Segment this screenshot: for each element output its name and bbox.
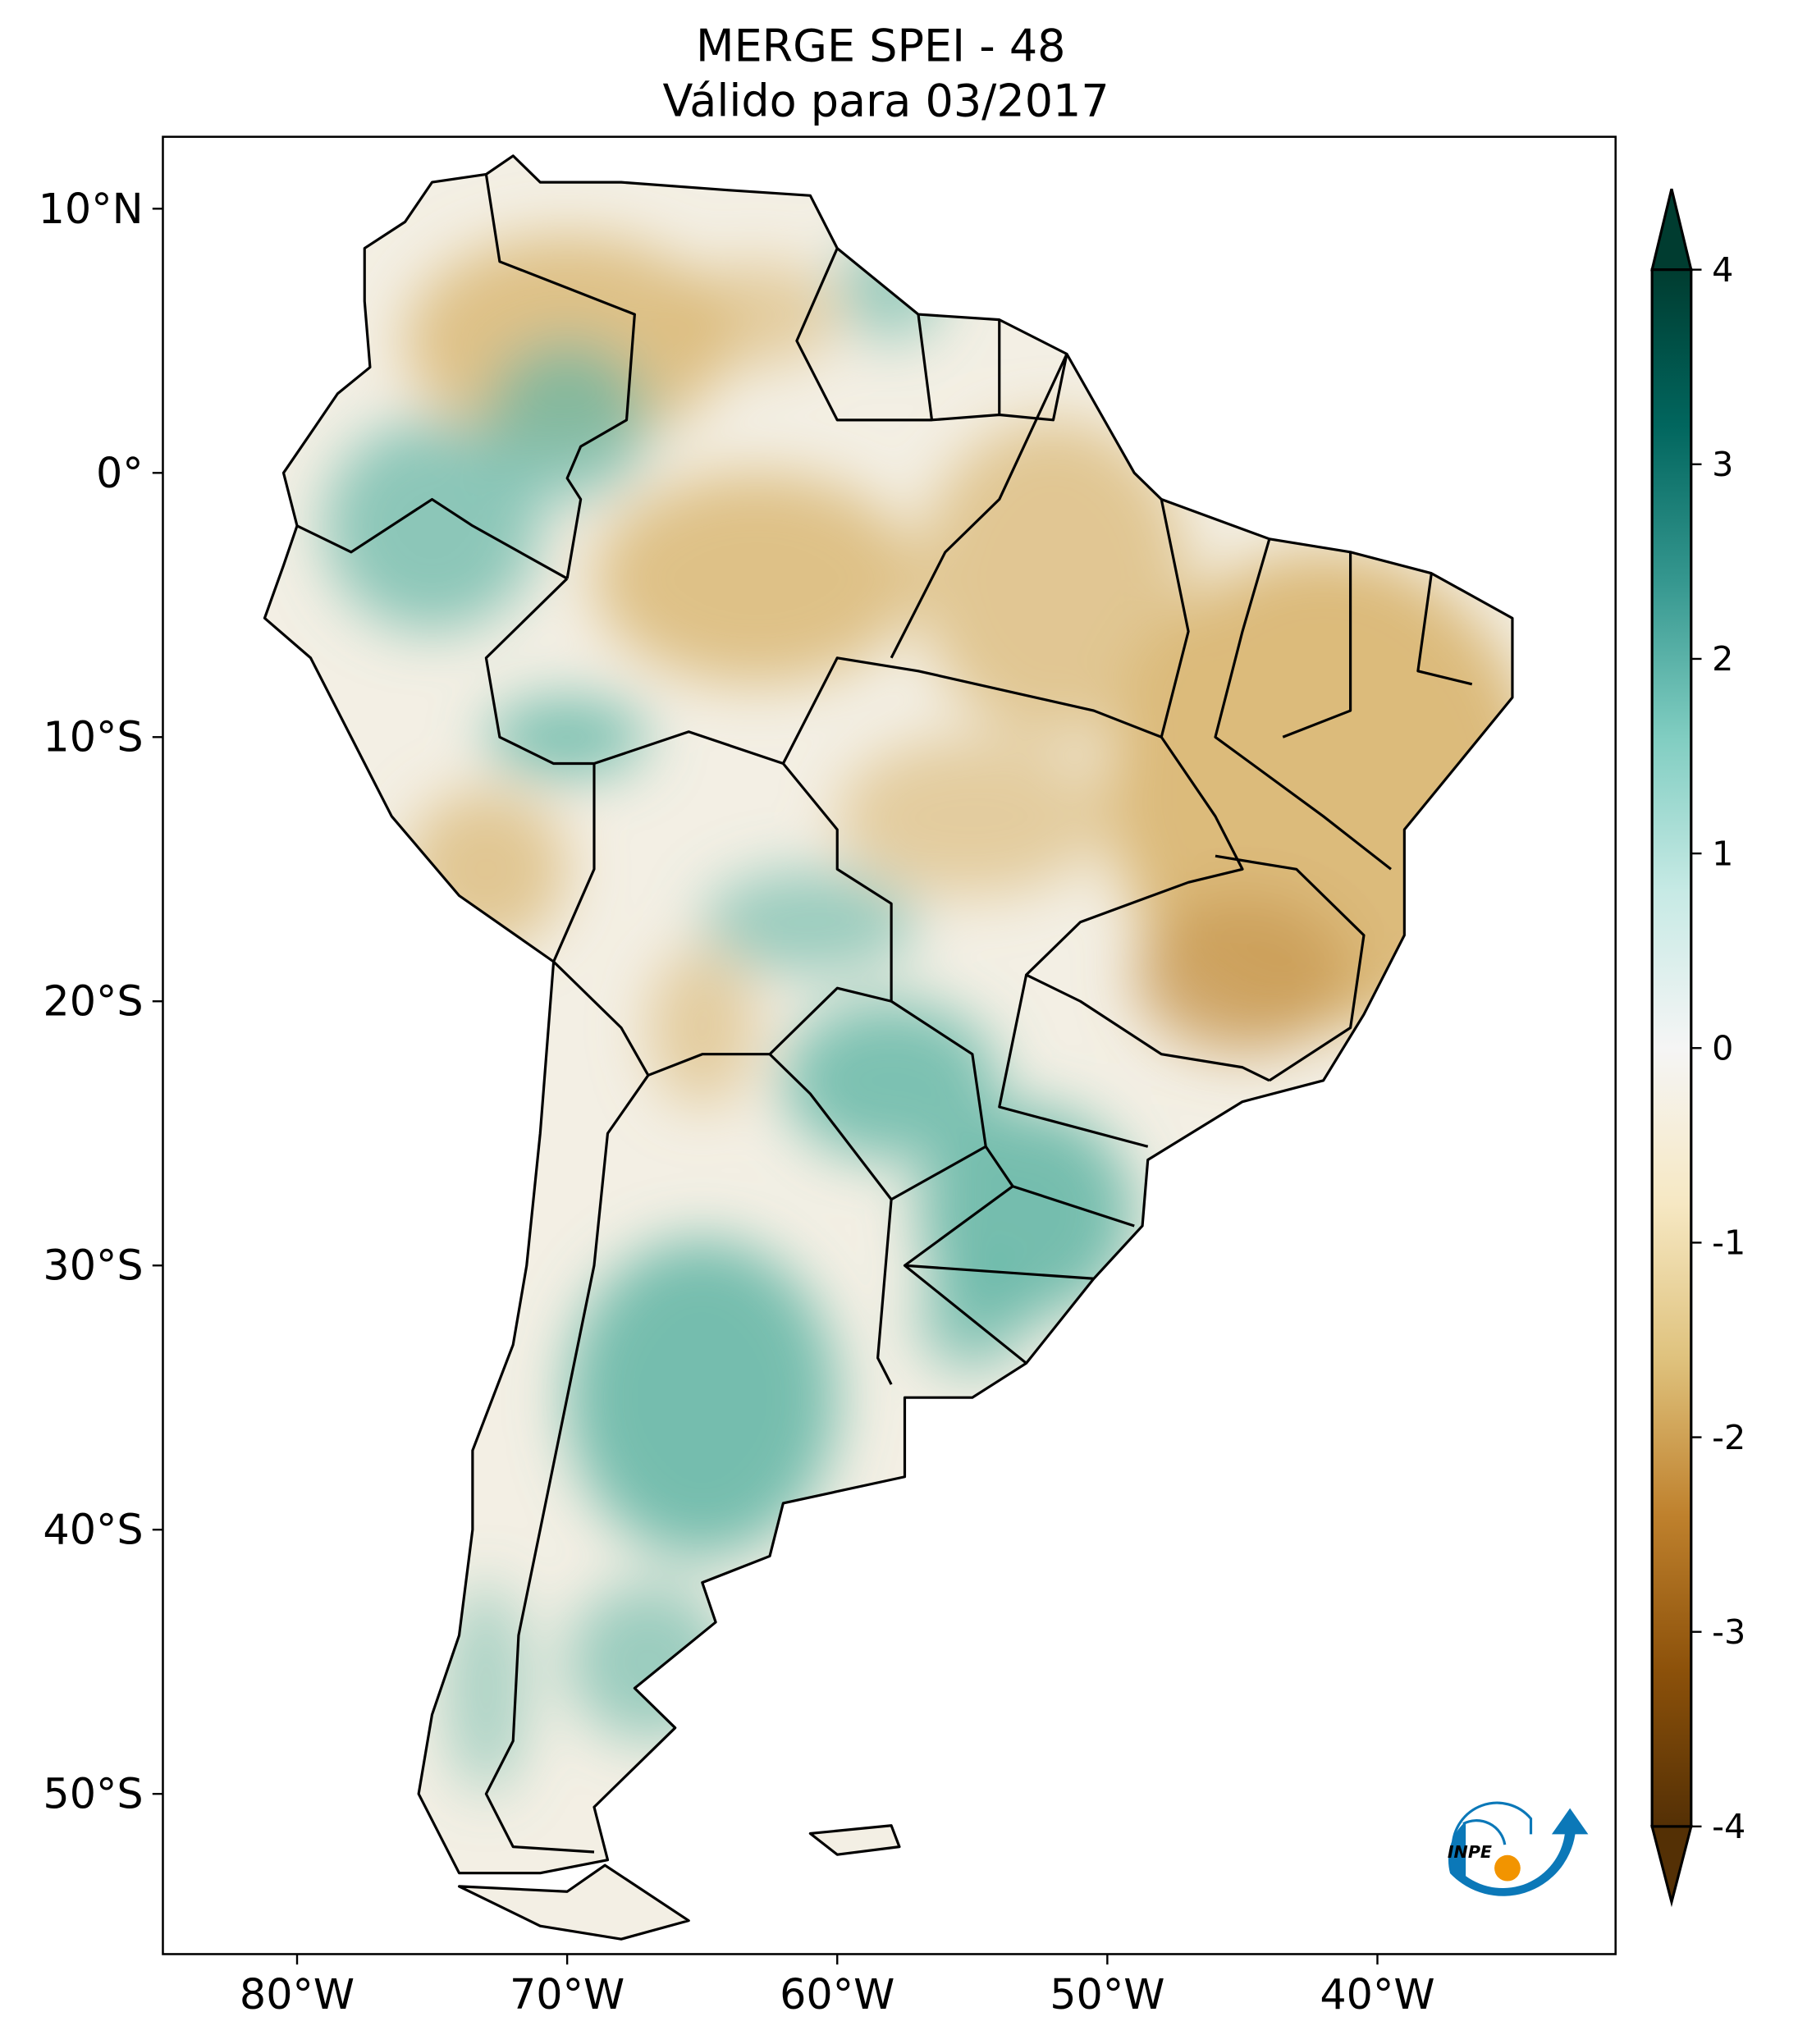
title-line-2: Válido para 03/2017 [663,75,1109,126]
spei-field-patch [446,1582,527,1795]
colorbar-tick-label: 0 [1712,1029,1733,1068]
y-tick-label: 10°S [43,713,143,761]
country-state-border [1012,1185,1135,1228]
y-tick-label: 50°S [43,1770,143,1818]
x-axis-ticks: 80°W 70°W 60°W 50°W 40°W [240,1954,1435,2019]
colorbar-tick-label: 4 [1712,250,1733,290]
coastline-borders [263,154,1514,1941]
colorbar: 4 3 2 1 0 -1 -2 -3 -4 [1650,188,1745,1908]
x-tick-label: 40°W [1320,1970,1434,2019]
colorbar-bottom-extend [1650,1825,1693,1908]
country-state-border [484,577,1027,1365]
land-fill [264,155,1512,1940]
country-state-border [876,1199,893,1385]
colorbar-tick-label: 2 [1712,639,1733,679]
title-line-1: MERGE SPEI - 48 [696,21,1066,72]
x-tick-label: 80°W [240,1970,355,2019]
country-state-border [484,174,636,579]
country-state-border [1025,499,1270,1082]
country-state-border [1214,538,1392,871]
inpe-logo: INPE [1448,1801,1589,1896]
spei-field-patch [675,261,838,368]
country-state-border [998,974,1149,1148]
y-tick-label: 40°S [43,1506,143,1554]
map-axes: INPE 80°W 70°W 60°W 50°W 40°W 10°N 0° 10°S 20°S… [39,135,1617,2019]
spei-field-patch [837,235,945,341]
country-state-border [1215,854,1366,1082]
colorbar-tick-label: -2 [1712,1418,1745,1457]
country-state-border [768,1053,987,1201]
country-state-border [296,497,568,580]
spei-field-patch [647,948,757,1108]
colorbar-top-extend [1650,188,1693,272]
map-frame [162,135,1617,1955]
country-state-border [1416,573,1473,686]
country-state-border [552,763,596,963]
colorbar-tick-label: 3 [1712,445,1733,484]
y-tick-label: 30°S [43,1241,143,1290]
colorbar-ticks: 4 3 2 1 0 -1 -2 -3 -4 [1690,250,1745,1846]
spei-field-patch [486,341,648,500]
country-state-border [1282,551,1352,738]
spei-field-patch [567,1582,730,1741]
y-axis-ticks: 10°N 0° 10°S 20°S 30°S 40°S 50°S [39,185,163,1818]
x-tick-label: 50°W [1050,1970,1164,2019]
country-state-border [552,960,892,1077]
spei-field-patch [918,419,1188,738]
country-state-border [781,656,1162,765]
spei-field-patch [405,789,567,949]
spei-field-patch [324,419,541,632]
spei-field-patch [486,697,648,777]
y-tick-label: 20°S [43,977,143,1026]
logo-text: INPE [1448,1842,1492,1862]
coastline [263,154,1514,1941]
spei-field-patch [702,869,918,976]
country-state-border [917,313,934,421]
x-tick-label: 60°W [780,1970,894,2019]
x-tick-label: 70°W [510,1970,624,2019]
colorbar-body [1650,268,1693,1828]
spei-field-patch [783,1001,1000,1160]
colorbar-tick-label: -4 [1712,1807,1745,1846]
y-tick-label: 10°N [39,185,144,233]
country-state-border [484,1074,650,1854]
spei-field-patch [837,737,1108,896]
colorbar-tick-label: -1 [1712,1223,1745,1263]
y-tick-label: 0° [96,449,144,497]
colorbar-tick-label: -3 [1712,1612,1745,1652]
colorbar-tick-label: 1 [1712,834,1733,873]
spei-field-patch [567,1238,838,1557]
country-state-border [904,1264,1094,1280]
spei-field-patch [1134,895,1351,1054]
country-state-border [890,353,1068,659]
spei-field-patch [594,473,918,685]
